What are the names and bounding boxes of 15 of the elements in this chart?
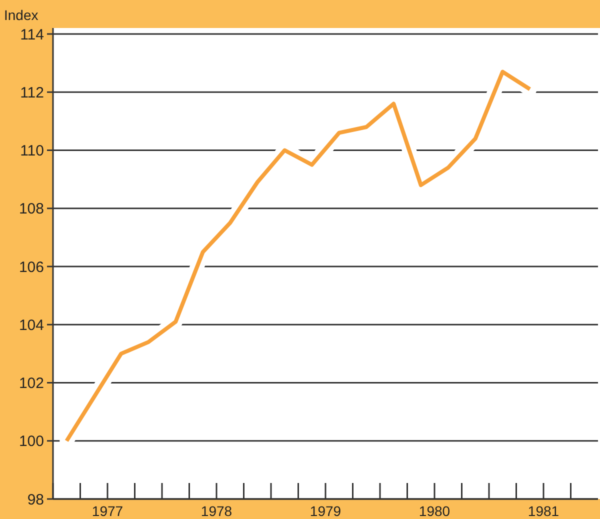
x-tick-label: 1979 bbox=[310, 503, 342, 519]
y-tick-label: 100 bbox=[18, 433, 44, 450]
y-tick-label: 98 bbox=[27, 491, 44, 508]
x-tick-label: 1981 bbox=[528, 503, 560, 519]
x-tick-label: 1980 bbox=[418, 503, 450, 519]
y-axis-title: Index bbox=[4, 7, 38, 23]
y-tick-label: 104 bbox=[18, 316, 44, 334]
y-tick-label: 108 bbox=[18, 200, 44, 218]
y-tick-label: 112 bbox=[20, 84, 44, 102]
y-tick-label: 102 bbox=[18, 375, 44, 392]
y-tick-label: 106 bbox=[18, 258, 44, 276]
x-tick-label: 1977 bbox=[92, 503, 124, 519]
x-tick-label: 1978 bbox=[200, 503, 232, 519]
y-tick-label: 110 bbox=[20, 142, 44, 160]
y-tick-label: 114 bbox=[20, 26, 44, 44]
